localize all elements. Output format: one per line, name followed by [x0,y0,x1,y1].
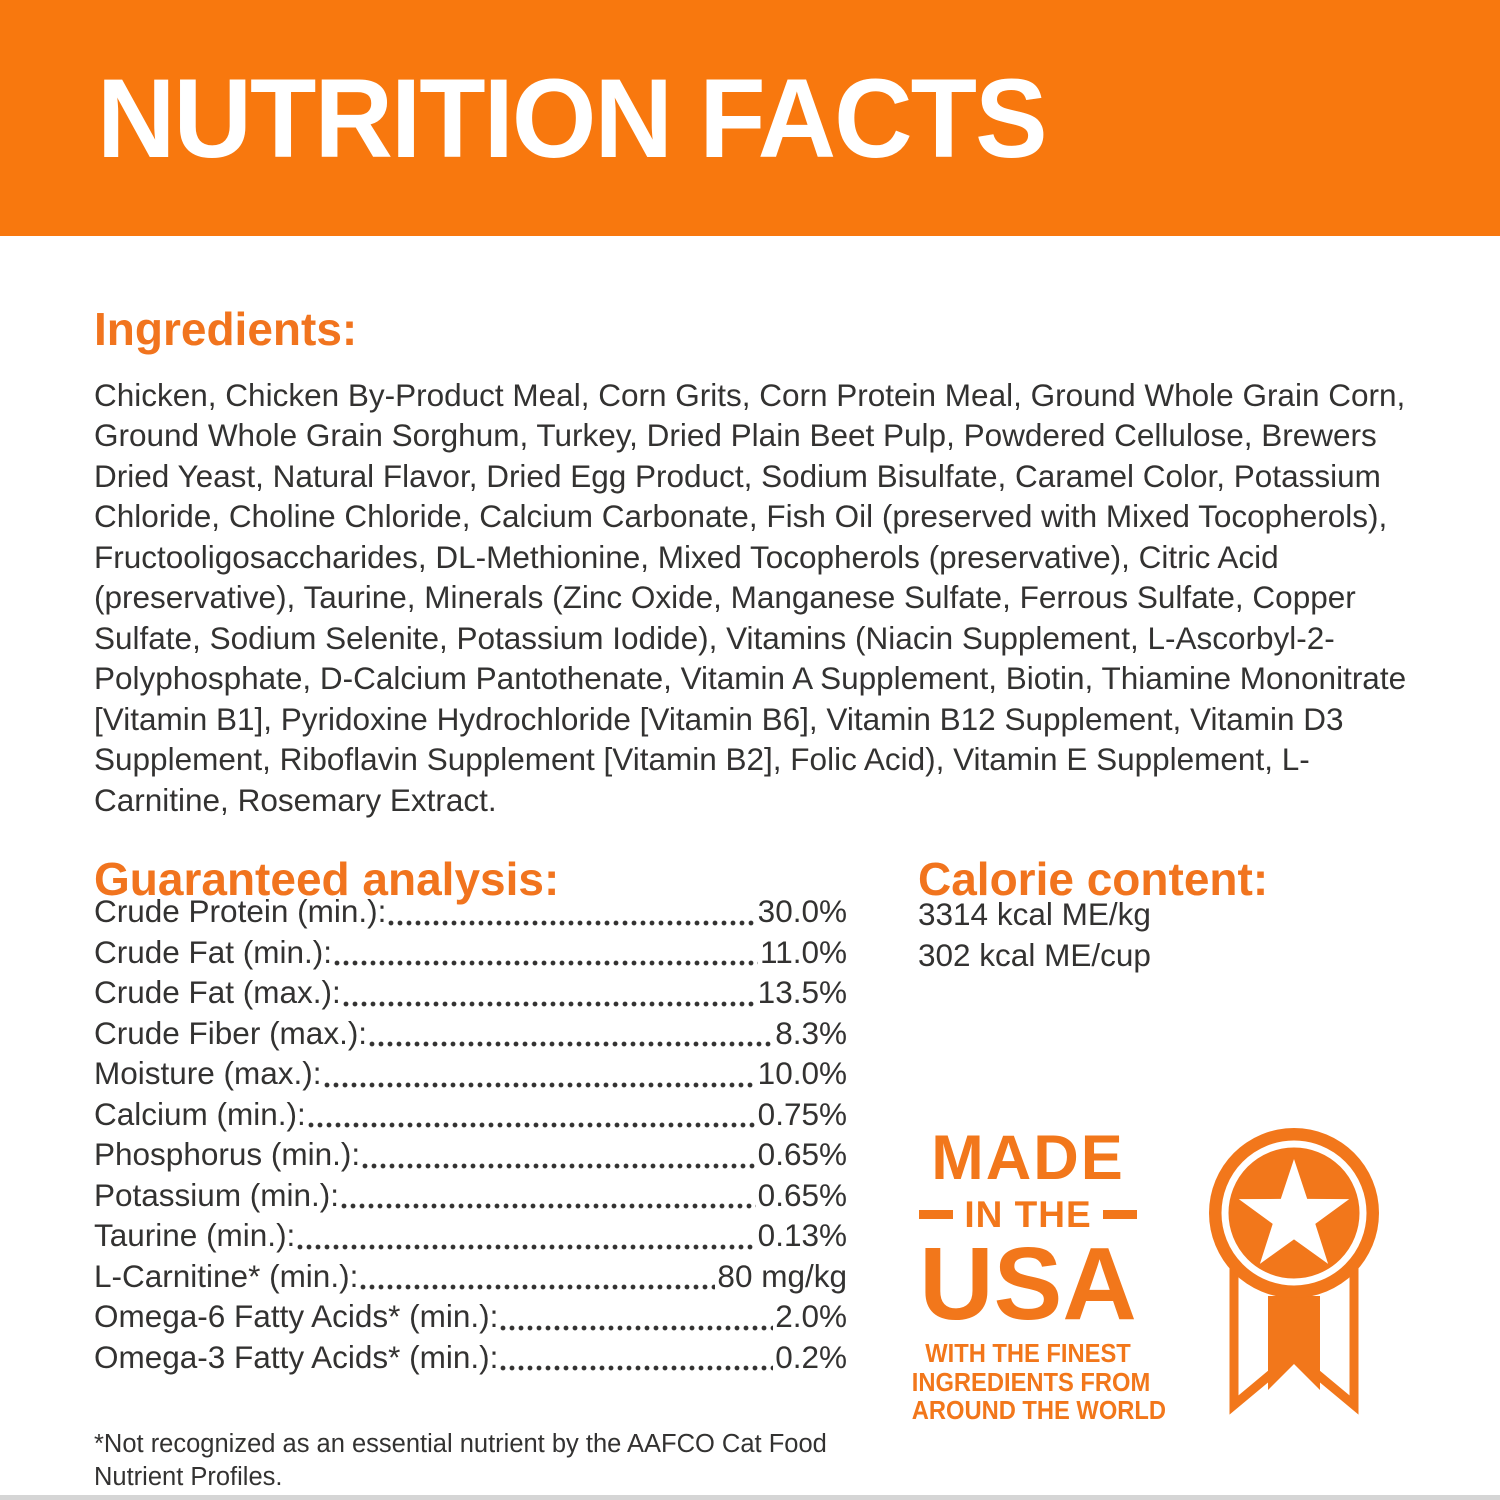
dot-leader [362,1162,756,1169]
banner: NUTRITION FACTS [0,0,1500,236]
dot-leader [307,1122,756,1128]
analysis-value: 13.5% [757,974,847,1010]
analysis-value: 0.75% [757,1095,847,1132]
guaranteed-analysis-table: Crude Protein (min.): 30.0% Crude Fat (m… [94,893,847,1379]
analysis-value: 8.3% [775,1014,847,1051]
dot-leader [369,1041,774,1047]
finest-ingredients-line-3: AROUND THE WORLD [911,1397,1167,1425]
dot-leader [500,1365,774,1371]
ingredients-text: Chicken, Chicken By-Product Meal, Corn G… [94,376,1407,818]
table-row: Moisture (max.): 10.0% [94,1055,847,1096]
analysis-value: 80 mg/kg [717,1257,847,1294]
analysis-value: 0.65% [757,1176,847,1213]
analysis-label: Crude Fat (min.): [94,933,333,970]
dot-leader [360,1284,716,1290]
analysis-value: 0.13% [757,1217,847,1253]
table-row: Calcium (min.): 0.75% [94,1096,847,1137]
table-row: Phosphorus (min.): 0.65% [94,1136,847,1177]
dot-leader [323,1081,756,1088]
table-row: Crude Fat (max.): 13.5% [94,974,847,1015]
calorie-content-heading: Calorie content: [918,853,1269,906]
calorie-kcal-per-cup: 302 kcal ME/cup [918,936,1151,973]
table-row: Omega-3 Fatty Acids* (min.): 0.2% [94,1339,847,1380]
dot-leader [334,960,759,966]
dot-leader [341,1203,756,1209]
table-row: Potassium (min.): 0.65% [94,1177,847,1218]
table-row: Omega-6 Fatty Acids* (min.): 2.0% [94,1298,847,1339]
page-title: NUTRITION FACTS [97,55,1048,181]
in-the-row: IN THE [903,1194,1153,1234]
dot-leader [342,1000,756,1007]
analysis-label: Calcium (min.): [94,1095,306,1132]
analysis-label: Omega-3 Fatty Acids* (min.): [94,1338,499,1375]
analysis-label: Potassium (min.): [94,1176,340,1213]
award-ribbon-star-icon [1209,1128,1379,1415]
analysis-value: 30.0% [757,893,847,929]
aafco-footnote: *Not recognized as an essential nutrient… [94,1429,827,1491]
table-row: L-Carnitine* (min.): 80 mg/kg [94,1258,847,1299]
dot-leader [297,1243,756,1250]
analysis-value: 0.65% [757,1136,847,1172]
analysis-value: 10.0% [757,1055,847,1091]
analysis-label: Crude Protein (min.): [94,893,387,929]
analysis-label: Crude Fat (max.): [94,974,341,1010]
dash-bar-right [1102,1209,1137,1219]
analysis-label: Omega-6 Fatty Acids* (min.): [94,1298,499,1334]
analysis-label: Crude Fiber (max.): [94,1014,368,1051]
ingredients-heading: Ingredients: [94,303,358,356]
analysis-value: 2.0% [775,1298,847,1334]
dot-leader [500,1324,774,1331]
table-row: Crude Protein (min.): 30.0% [94,893,847,934]
bottom-edge-divider [0,1495,1500,1500]
table-row: Taurine (min.): 0.13% [94,1217,847,1258]
analysis-label: Moisture (max.): [94,1055,322,1091]
calorie-content-values: 3314 kcal ME/kg 302 kcal ME/cup [918,894,1151,975]
finest-ingredients-line-2: INGREDIENTS FROM [911,1368,1151,1397]
dash-bar-left [919,1209,954,1219]
table-row: Crude Fat (min.): 11.0% [94,934,847,975]
calorie-kcal-per-kg: 3314 kcal ME/kg [918,896,1151,932]
dot-leader [388,919,756,926]
table-row: Crude Fiber (max.): 8.3% [94,1015,847,1056]
in-the-label: IN THE [964,1193,1092,1235]
guaranteed-analysis-heading: Guaranteed analysis: [94,853,560,906]
analysis-label: Phosphorus (min.): [94,1136,361,1172]
analysis-label: Taurine (min.): [94,1217,296,1253]
made-label: MADE [931,1123,1125,1193]
analysis-value: 11.0% [760,933,847,970]
made-in-usa-badge-text: MADE IN THE USA WITH THE FINEST INGREDIE… [903,1123,1167,1426]
usa-label: USA [919,1226,1137,1341]
analysis-value: 0.2% [775,1338,847,1375]
finest-ingredients-line-1: WITH THE FINEST [925,1340,1131,1368]
analysis-label: L-Carnitine* (min.): [94,1257,359,1294]
